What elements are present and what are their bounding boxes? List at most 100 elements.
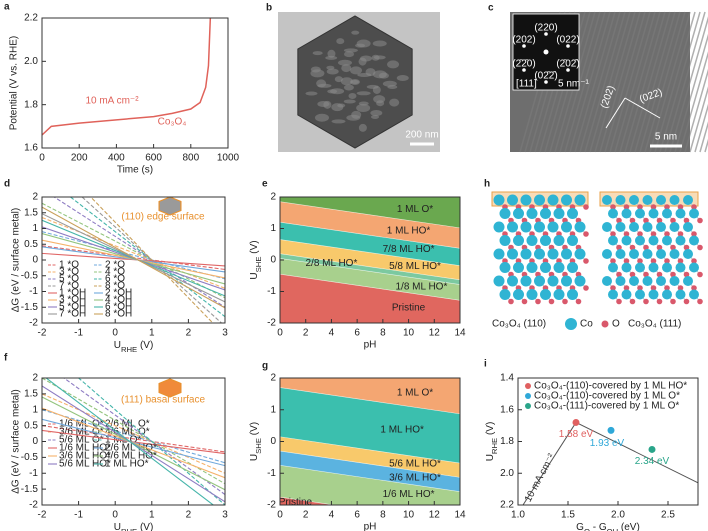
x-tick-label: 2.5: [661, 510, 675, 521]
phase-region: [280, 222, 460, 266]
region-label: 1 ML O*: [397, 204, 433, 215]
texture: [351, 110, 362, 119]
o-atom: [548, 298, 555, 305]
spot-label: (202): [512, 35, 535, 46]
co-atom: [675, 289, 686, 300]
texture: [358, 57, 367, 66]
lattice-fringe: [644, 11, 686, 153]
lattice-fringe: [659, 11, 701, 153]
co-atom: [526, 289, 538, 300]
co-atom: [513, 262, 524, 273]
annotation: (110) edge surface: [121, 212, 205, 223]
axis-label-part: (V): [485, 422, 496, 438]
co-atom: [574, 275, 586, 287]
legend-label: 8 *O: [105, 281, 125, 292]
texture: [358, 123, 367, 132]
o-atom: [623, 231, 630, 237]
lattice-fringe: [564, 11, 606, 153]
y-tick-label: 1.8: [24, 99, 38, 110]
legend-label: Co: [580, 319, 593, 330]
axis-label-part: (V): [249, 422, 260, 438]
phase-region: [280, 497, 460, 505]
axis-label-part: SHE: [254, 438, 263, 454]
arrow: [605, 97, 626, 129]
x-tick-label: 3: [222, 328, 228, 339]
o-atom: [683, 217, 690, 224]
legend-label: 2 *O: [105, 260, 125, 271]
x-tick-label: 800: [182, 153, 199, 164]
texture: [357, 72, 372, 77]
o-atom: [583, 285, 589, 291]
texture: [326, 68, 339, 75]
co-atom: [561, 275, 572, 287]
co-atom: [499, 235, 511, 246]
y-tick-label: -2: [29, 500, 38, 511]
diffraction-spot: [544, 32, 548, 36]
legend-label: Co₃O₄-(111)-covered by 1 ML O*: [534, 401, 679, 412]
arrow: [624, 97, 661, 119]
x-tick-label: 200: [71, 153, 88, 164]
series-line: [63, 378, 225, 495]
annotation: 10 mA cm⁻²: [85, 96, 139, 107]
texture: [389, 98, 400, 107]
y-tick-label: -1: [267, 468, 276, 479]
co-atom: [635, 235, 645, 246]
x-tick-label: 12: [429, 510, 441, 521]
texture: [348, 93, 357, 100]
diffraction-spot: [566, 68, 570, 72]
co-atom: [513, 289, 524, 300]
legend-co: [565, 318, 577, 330]
o-atom: [575, 298, 582, 305]
legend-label: 8 *OH: [105, 309, 132, 320]
texture: [325, 55, 338, 60]
lattice-fringe: [669, 16, 708, 153]
data-point: [607, 426, 615, 434]
y-tick-label: -1: [29, 468, 38, 479]
o-atom: [616, 217, 622, 224]
y-tick-label: 2: [270, 373, 276, 384]
o-atom: [691, 258, 697, 264]
phase-boundary: [280, 387, 460, 415]
o-atom: [677, 258, 684, 264]
y-tick-label: 2.0: [24, 56, 38, 67]
panel-letter: c: [488, 3, 494, 14]
co-atom: [547, 194, 559, 206]
y-tick-label: 0: [270, 436, 276, 447]
co-atom: [526, 208, 538, 219]
spot-label: (022): [556, 35, 579, 46]
legend-label: 5/6 ML O*: [59, 435, 104, 446]
co-atom: [635, 262, 645, 273]
y-tick-label: 2.2: [500, 500, 514, 511]
diffraction-spot: [566, 44, 570, 48]
co-atom: [629, 276, 639, 286]
y-tick-label: -0.5: [21, 270, 39, 281]
axis-label-part: O: [584, 527, 590, 531]
texture: [372, 40, 387, 47]
axis-label-part: U: [249, 454, 260, 461]
axis-label: ΔG (eV / surface metal): [11, 208, 22, 313]
scale-label: 200 nm: [405, 130, 438, 141]
co-atom: [669, 276, 680, 286]
co-atom: [574, 248, 586, 260]
texture: [371, 54, 380, 61]
co-atom: [683, 276, 693, 286]
co-atom: [507, 194, 518, 206]
axis-label-part: RHE: [121, 345, 137, 354]
lattice-fringe: [624, 11, 666, 153]
texture: [373, 95, 386, 104]
axis-label: pH: [364, 340, 377, 351]
co-atom: [689, 208, 699, 219]
lattice-fringe: [664, 11, 706, 153]
co-atom: [574, 221, 586, 233]
y-tick-label: 1: [270, 404, 276, 415]
axis-label: URHE (V): [114, 340, 154, 354]
y-tick-label: -1.5: [21, 302, 39, 313]
phase-boundary: [280, 239, 460, 266]
o-atom: [677, 231, 684, 237]
o-atom: [562, 298, 568, 305]
lattice-fringe: [634, 11, 676, 153]
co-atom: [567, 289, 578, 300]
y-tick-label: 1: [270, 223, 276, 234]
x-tick-label: 1.0: [511, 510, 525, 521]
series-line: [69, 197, 225, 318]
